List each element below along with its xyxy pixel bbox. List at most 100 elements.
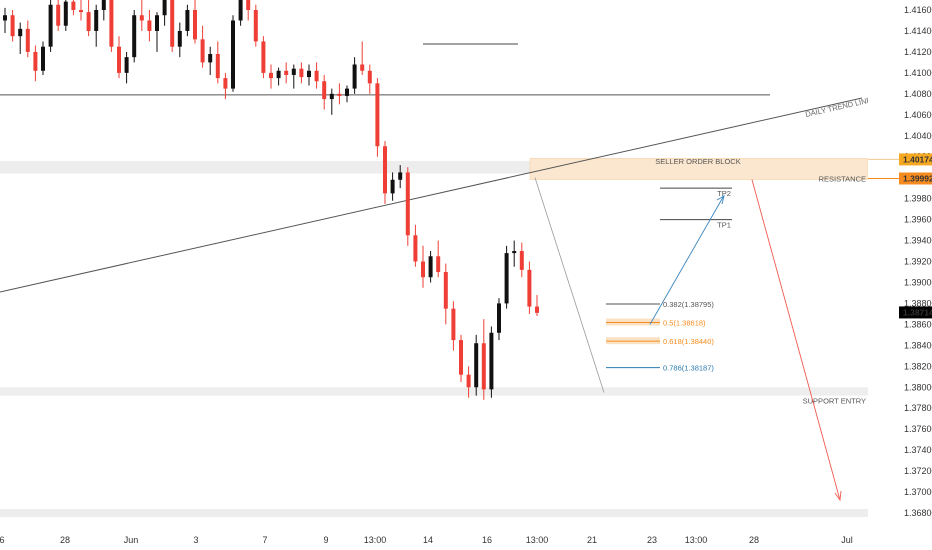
candle-body xyxy=(527,269,532,307)
candle-body xyxy=(86,12,91,31)
candle-body xyxy=(25,28,30,52)
candle-body xyxy=(139,15,144,21)
support-entry-zone xyxy=(0,387,868,396)
candle-body xyxy=(48,4,53,47)
price-tick-label: 1.38800 xyxy=(904,298,932,308)
candle-body xyxy=(147,20,152,31)
candle-body xyxy=(291,68,296,75)
price-tick-label: 1.40800 xyxy=(904,89,932,99)
candle-body xyxy=(383,146,387,194)
candle-body xyxy=(443,271,448,309)
candle-body xyxy=(269,72,273,79)
time-tick-label: 13:00 xyxy=(364,535,387,545)
candle-body xyxy=(261,41,266,73)
candle-body xyxy=(193,10,197,40)
candle-body xyxy=(474,343,479,388)
price-tick-label: 1.39000 xyxy=(904,277,932,287)
price-label-text: 1.39992 xyxy=(903,174,932,184)
candle-body xyxy=(512,251,517,254)
candle-body xyxy=(352,64,357,89)
time-tick-label: 14 xyxy=(423,535,433,545)
price-axis-bg xyxy=(868,0,932,550)
candle-body xyxy=(284,70,289,75)
time-tick-label: 23 xyxy=(647,535,657,545)
time-tick-label: 3 xyxy=(193,535,198,545)
time-tick-label: 9 xyxy=(323,535,328,545)
candle-body xyxy=(307,70,311,78)
annotations-layer: 0.382(1.38795) 0.5(1.38618) 0.618(1.38440)… xyxy=(534,177,842,502)
price-tick-label: 1.38200 xyxy=(904,361,932,371)
candle-body xyxy=(79,10,83,13)
candle-body xyxy=(428,256,433,278)
candle-body xyxy=(3,15,7,21)
candle-body xyxy=(94,10,99,31)
candle-body xyxy=(18,28,23,37)
candle-body xyxy=(71,1,76,10)
time-axis[interactable]: 6 28 Jun 3 7 9 13:00 14 16 13:00 21 23 13:00 28 Jul xyxy=(0,535,853,545)
candle-body xyxy=(314,70,319,82)
price-tick-label: 1.40600 xyxy=(904,110,932,120)
lower-band xyxy=(0,509,868,518)
target-label: TP2 xyxy=(717,189,731,198)
time-tick-label: 6 xyxy=(0,535,5,545)
price-tick-label: 1.38600 xyxy=(904,319,932,329)
candle-body xyxy=(519,251,524,270)
candle-body xyxy=(124,57,129,73)
candle-body xyxy=(436,256,441,272)
daily-trend-line xyxy=(0,97,863,293)
price-label-box xyxy=(899,172,932,185)
candle-body xyxy=(208,54,213,63)
price-tick-label: 1.39800 xyxy=(904,194,932,204)
price-tick-label: 1.41400 xyxy=(904,26,932,36)
time-tick-label: 13:00 xyxy=(526,535,549,545)
fib-level-label: 0.786(1.38187) xyxy=(663,364,714,373)
candle-body xyxy=(497,303,501,333)
price-tick-label: 1.40400 xyxy=(904,131,932,141)
candle-body xyxy=(132,15,137,58)
bullish-projection-arrow xyxy=(649,195,725,325)
candle-body xyxy=(185,10,190,31)
candle-body xyxy=(459,340,463,375)
candle-body xyxy=(451,308,456,341)
price-tick-label: 1.41000 xyxy=(904,68,932,78)
price-tick-label: 1.37600 xyxy=(904,424,932,434)
candle-body xyxy=(504,253,509,304)
time-tick-label: Jul xyxy=(841,535,853,545)
price-tick-label: 1.38400 xyxy=(904,340,932,350)
time-tick-label: Jun xyxy=(124,535,139,545)
resistance-band-left xyxy=(0,160,530,174)
price-label-box xyxy=(899,153,932,166)
price-tick-label: 1.36800 xyxy=(904,508,932,518)
candle-body xyxy=(322,81,327,100)
target-label: TP1 xyxy=(717,221,731,230)
fib-level-label: 0.382(1.38795) xyxy=(663,300,714,309)
candle-body xyxy=(413,235,418,262)
fib-level-label: 0.618(1.38440) xyxy=(663,337,714,346)
candle-body xyxy=(33,51,38,71)
zones-layer: SELLER ORDER BLOCK RESISTANCE SUPPORT ENTR… xyxy=(0,157,869,518)
time-tick-label: 21 xyxy=(587,535,597,545)
candle-body xyxy=(360,64,365,71)
time-tick-label: 7 xyxy=(262,535,267,545)
price-axis[interactable]: 1.41600 1.41400 1.41200 1.41000 1.40800 1.406… xyxy=(868,0,932,550)
candle-body xyxy=(101,0,106,11)
candle-body xyxy=(345,88,349,96)
candle-body xyxy=(421,261,425,278)
candle-body xyxy=(299,68,304,78)
resistance-label: RESISTANCE xyxy=(819,174,866,183)
candles-layer xyxy=(3,0,539,400)
price-tick-label: 1.38000 xyxy=(904,382,932,392)
candle-body xyxy=(375,83,380,147)
candle-body xyxy=(246,0,251,11)
bearish-projection-arrow xyxy=(751,179,841,501)
price-tick-label: 1.37800 xyxy=(904,403,932,413)
price-tick-label: 1.37200 xyxy=(904,466,932,476)
candle-body xyxy=(253,10,258,42)
price-tick-label: 1.37000 xyxy=(904,487,932,497)
candle-body xyxy=(56,4,61,26)
candle-body xyxy=(390,179,395,194)
candle-body xyxy=(162,0,167,16)
candle-body xyxy=(63,1,68,26)
candle-body xyxy=(535,306,539,313)
